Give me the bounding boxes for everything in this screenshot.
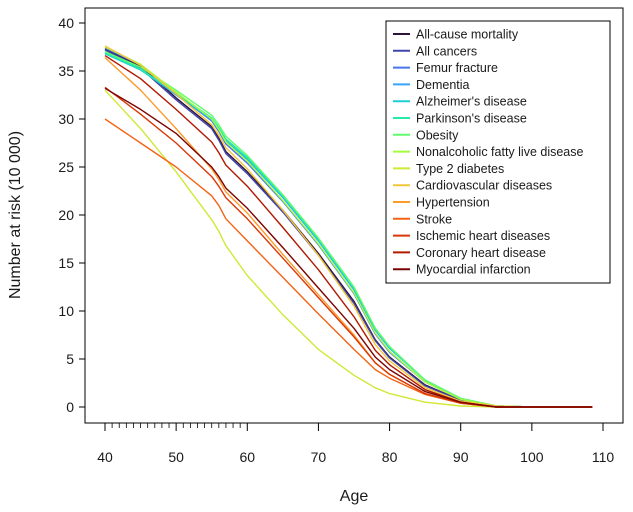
series-lines xyxy=(104,45,593,408)
legend-box xyxy=(385,20,611,284)
y-tick-label: 20 xyxy=(58,207,74,223)
legend-label: Nonalcoholic fatty live disease xyxy=(416,145,583,159)
x-axis-title: Age xyxy=(340,488,369,505)
y-tick-label: 40 xyxy=(58,15,74,31)
series-line-myocardial-infarction xyxy=(104,87,593,408)
y-tick-label: 10 xyxy=(58,303,74,319)
x-tick-label: 80 xyxy=(382,449,398,465)
legend-label: Dementia xyxy=(416,78,470,92)
x-axis: 40 50 60 70 80 90 100 110 xyxy=(97,423,614,465)
legend-label: Femur fracture xyxy=(416,61,498,75)
series-line-cardiovascular-diseases xyxy=(104,45,593,408)
x-tick-label: 40 xyxy=(97,449,113,465)
x-tick-label: 50 xyxy=(168,449,184,465)
x-tick-label: 90 xyxy=(453,449,469,465)
series-line-nonalcoholic-fatty-live-disease xyxy=(104,46,593,408)
legend-label: Stroke xyxy=(416,212,452,226)
y-tick-label: 25 xyxy=(58,159,74,175)
legend-label: Ischemic heart diseases xyxy=(416,229,550,243)
x-tick-label: 70 xyxy=(311,449,327,465)
legend-label: Alzheimer's disease xyxy=(416,95,527,109)
x-tick-label: 100 xyxy=(520,449,544,465)
y-tick-label: 30 xyxy=(58,111,74,127)
series-line-type-2-diabetes xyxy=(104,89,593,408)
legend-label: Cardiovascular diseases xyxy=(416,179,552,193)
legend-label: All cancers xyxy=(416,44,477,58)
y-axis-title: Number at risk (10 000) xyxy=(7,131,24,299)
y-tick-label: 0 xyxy=(66,399,74,415)
y-tick-label: 5 xyxy=(66,351,74,367)
legend-label: Coronary heart disease xyxy=(416,246,546,260)
x-tick-label: 110 xyxy=(592,449,615,465)
legend-label: Hypertension xyxy=(416,196,490,210)
x-tick-label: 60 xyxy=(239,449,255,465)
legend-label: Type 2 diabetes xyxy=(416,162,504,176)
legend: All-cause mortality All cancers Femur frac… xyxy=(385,20,611,284)
legend-label: Obesity xyxy=(416,128,459,142)
y-tick-label: 15 xyxy=(58,255,74,271)
y-axis: 0 5 10 15 20 25 30 35 40 xyxy=(58,15,85,415)
legend-label: Myocardial infarction xyxy=(416,263,531,277)
legend-label: Parkinson's disease xyxy=(416,112,527,126)
y-tick-label: 35 xyxy=(58,63,74,79)
legend-label: All-cause mortality xyxy=(416,28,519,42)
